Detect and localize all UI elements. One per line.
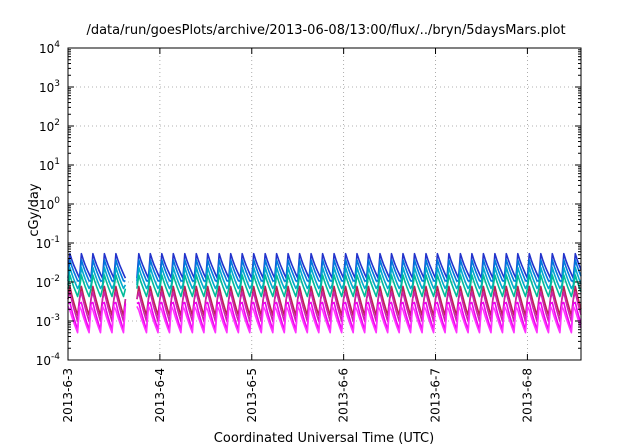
series-line (67, 266, 127, 290)
series-line (136, 274, 582, 298)
x-tick-label: 2013-6-3 (61, 368, 75, 422)
y-tick-label: 10-1 (36, 235, 60, 251)
series-line (136, 259, 582, 283)
y-tick-label: 102 (39, 118, 60, 134)
x-axis-label: Coordinated Universal Time (UTC) (214, 431, 434, 446)
series-line (67, 252, 127, 280)
y-axis: 10-4 10-3 10-2 10-1 100 101 102 103 104 (36, 40, 581, 368)
series-line (67, 305, 127, 334)
y-tick-label: 104 (39, 40, 60, 56)
y-tick-label: 101 (39, 157, 60, 173)
x-tick-label: 2013-6-8 (520, 368, 534, 422)
series-line (136, 285, 582, 317)
y-tick-label: 100 (39, 196, 60, 212)
series-line (136, 301, 582, 331)
y-axis-label: cGy/day (27, 183, 42, 237)
y-tick-label: 10-4 (36, 352, 61, 368)
x-tick-label: 2013-6-4 (153, 368, 167, 422)
series-line (136, 252, 582, 280)
x-tick-label: 2013-6-7 (429, 368, 443, 422)
chart-title: /data/run/goesPlots/archive/2013-06-08/1… (86, 23, 565, 38)
x-axis: 2013-6-3 2013-6-4 2013-6-5 2013-6-6 2013-6-7… (61, 48, 534, 422)
series-line (67, 274, 127, 298)
y-tick-label: 10-3 (36, 313, 60, 329)
series-line (136, 266, 582, 290)
y-tick-label: 10-2 (36, 274, 60, 290)
x-tick-label: 2013-6-6 (337, 368, 351, 422)
series-line (67, 259, 126, 283)
series-group (67, 252, 582, 334)
series-line (136, 305, 582, 334)
y-tick-label: 103 (39, 79, 60, 95)
x-tick-label: 2013-6-5 (245, 368, 259, 422)
series-line (136, 291, 582, 323)
